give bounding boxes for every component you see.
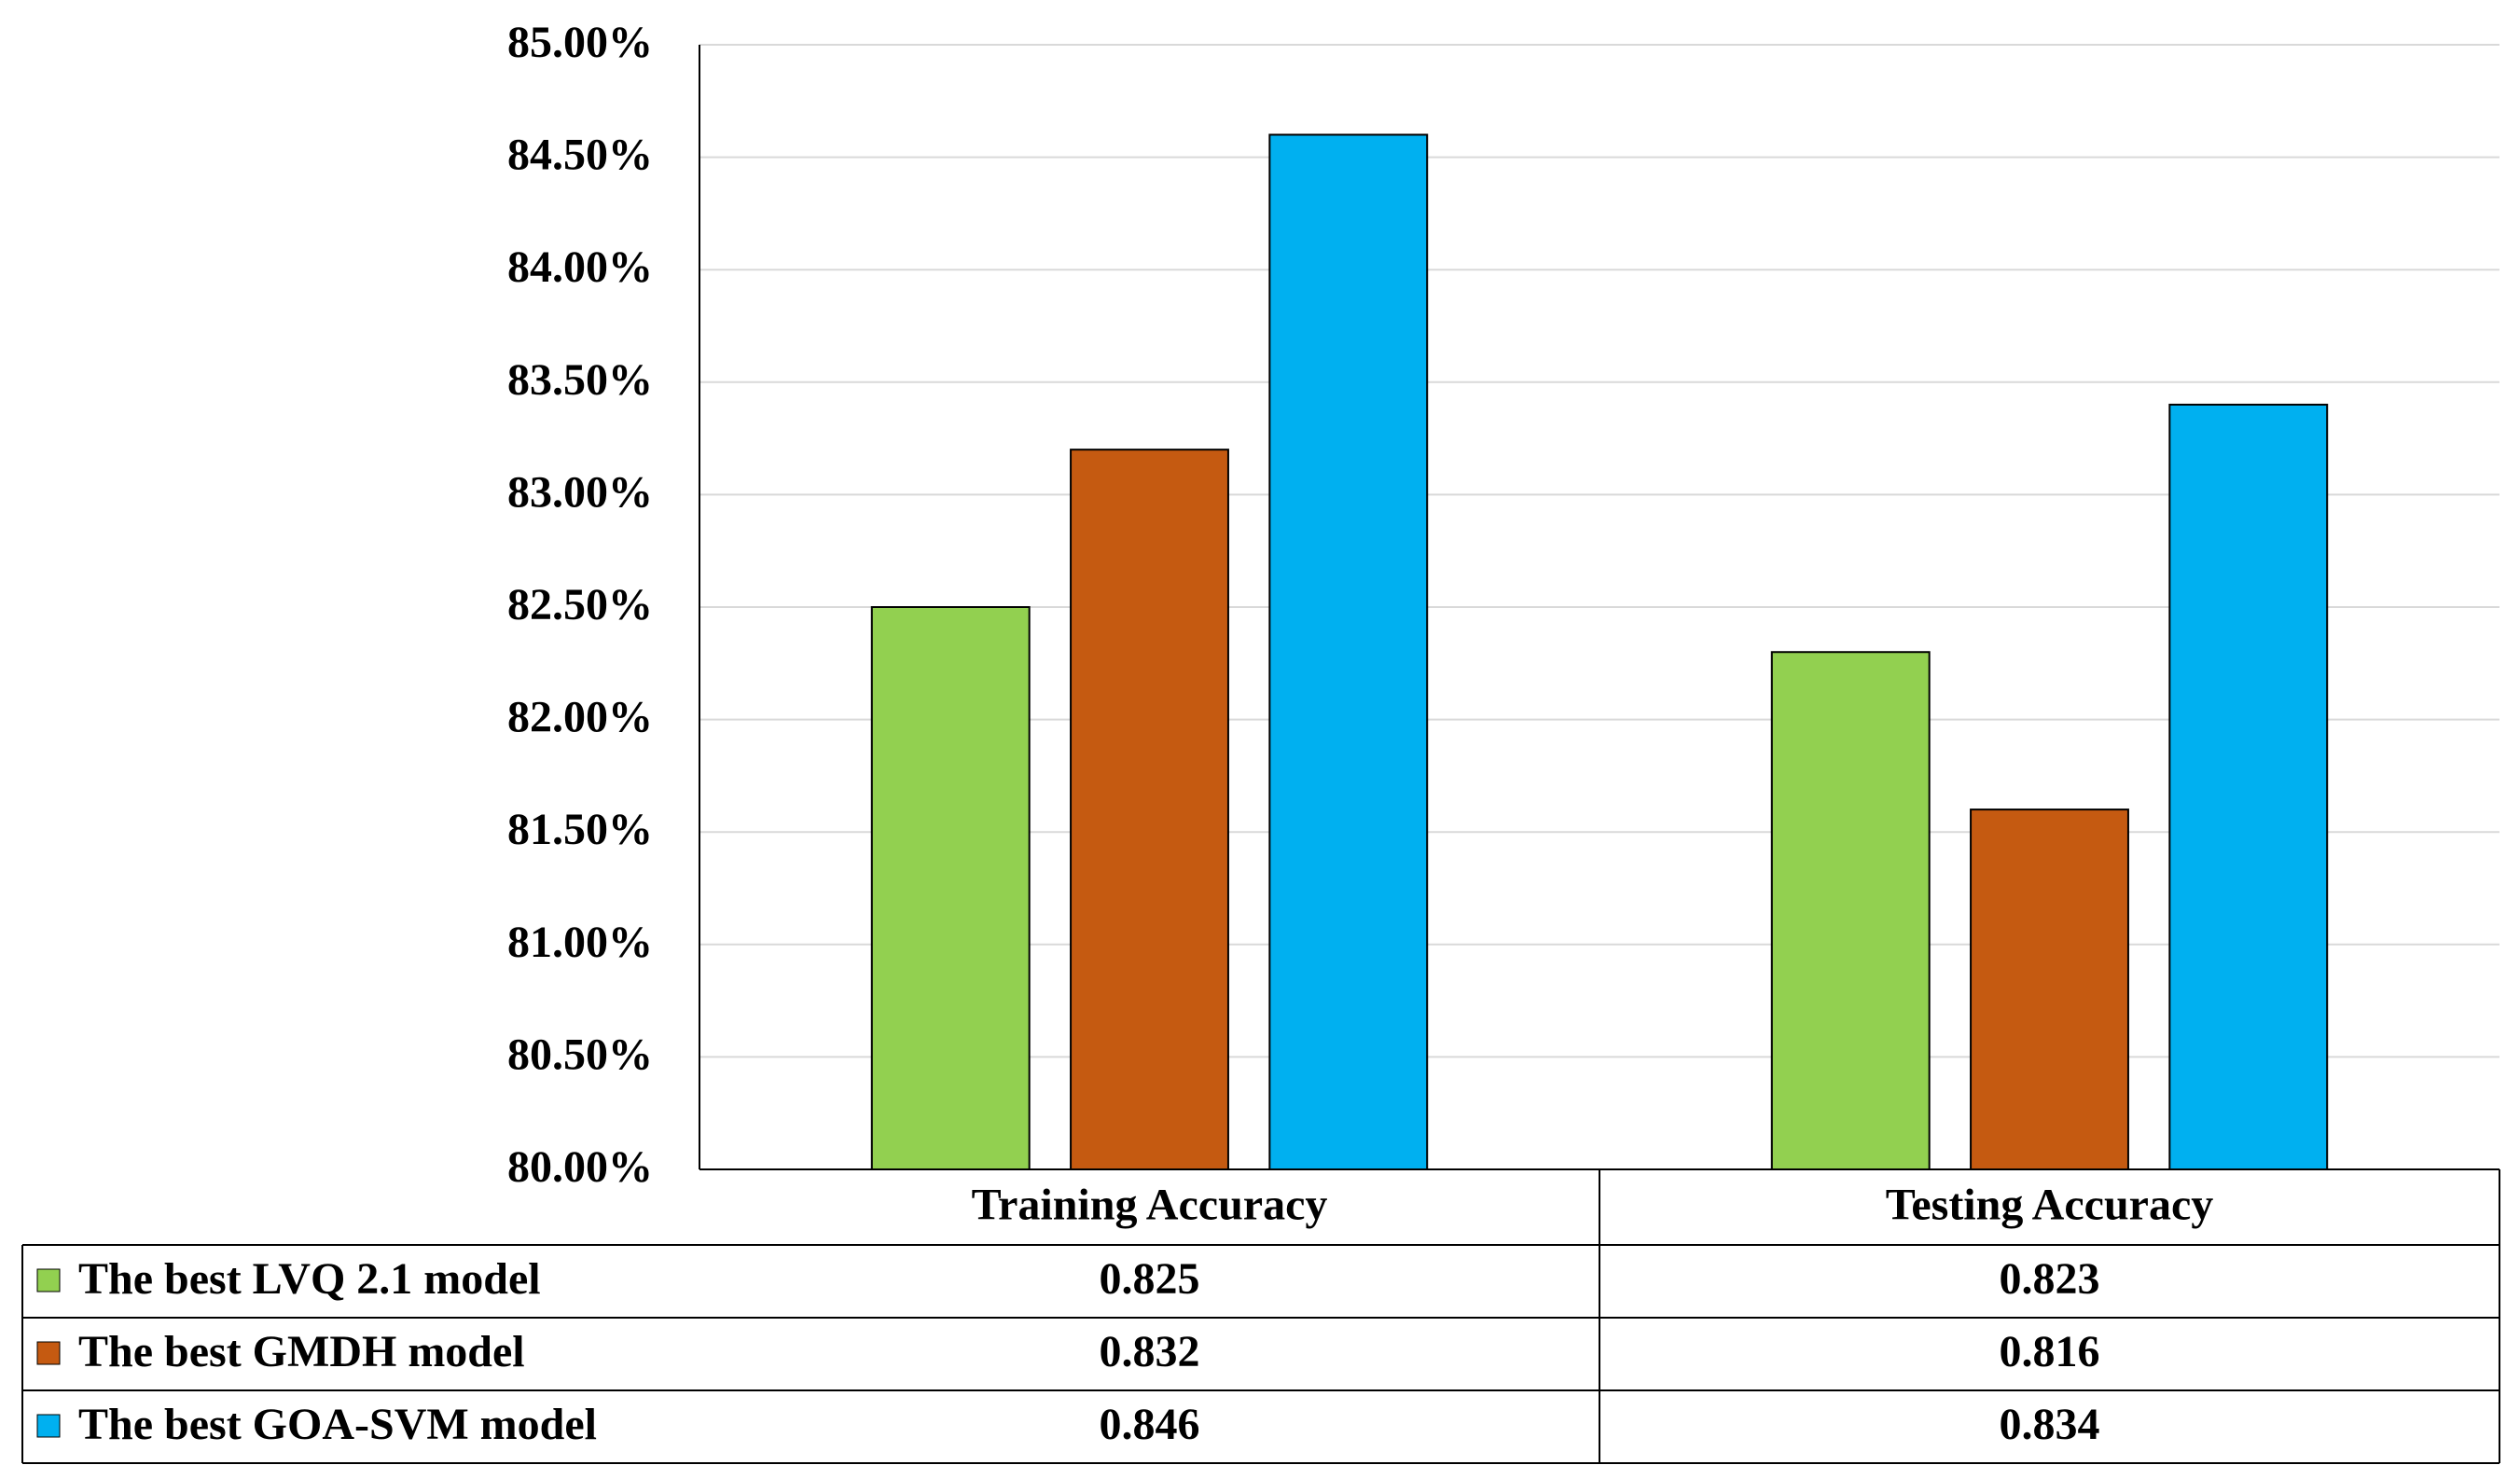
legend-label: The best GMDH model (78, 1327, 525, 1376)
bar (1970, 809, 2129, 1171)
legend-swatch (36, 1268, 61, 1292)
y-tick-label: 81.00% (507, 918, 653, 967)
legend-swatch (36, 1414, 61, 1438)
table-value: 0.816 (2000, 1327, 2100, 1376)
table-value: 0.846 (1100, 1400, 1200, 1449)
y-tick-label: 82.00% (507, 693, 653, 742)
y-tick-label: 83.00% (507, 467, 653, 517)
y-tick-label: 85.00% (507, 18, 653, 67)
bar (870, 606, 1031, 1170)
y-tick-label: 84.00% (507, 242, 653, 292)
table-value: 0.834 (2000, 1400, 2100, 1449)
y-tick-label: 80.00% (507, 1142, 653, 1192)
y-tick-label: 82.50% (507, 580, 653, 629)
bar (1770, 651, 1931, 1170)
legend-swatch (36, 1341, 61, 1365)
table-value: 0.825 (1100, 1254, 1200, 1304)
y-tick-label: 84.50% (507, 131, 653, 180)
y-tick-label: 83.50% (507, 355, 653, 405)
legend-label: The best LVQ 2.1 model (78, 1254, 541, 1304)
y-tick-label: 81.50% (507, 805, 653, 854)
legend-label: The best GOA-SVM model (78, 1400, 597, 1449)
x-tick-label: Training Accuracy (972, 1181, 1328, 1230)
bar (1268, 133, 1429, 1171)
y-tick-label: 80.50% (507, 1030, 653, 1079)
table-value: 0.832 (1100, 1327, 1200, 1376)
bar (1070, 449, 1229, 1171)
bar (2168, 403, 2329, 1171)
x-tick-label: Testing Accuracy (1886, 1181, 2214, 1230)
table-value: 0.823 (2000, 1254, 2100, 1304)
